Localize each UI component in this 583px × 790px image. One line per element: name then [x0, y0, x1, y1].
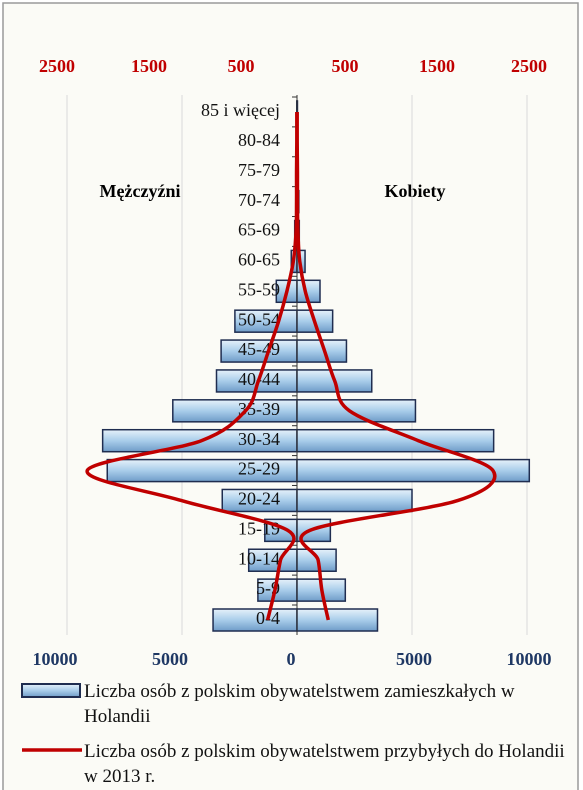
y-tick-label: 20-24 [238, 489, 280, 509]
y-tick-label: 65-69 [238, 220, 280, 240]
legend-label: Liczba osób z polskim obywatelstwem przy… [84, 741, 565, 787]
annotation: Mężczyźni [100, 181, 181, 201]
y-tick-label: 80-84 [238, 130, 280, 150]
bar [296, 488, 413, 513]
x2-tick-label: 500 [332, 56, 359, 76]
x2-tick-label: 2500 [511, 56, 547, 76]
x2-tick-label: 500 [228, 56, 255, 76]
y-tick-label: 10-14 [238, 548, 280, 568]
y-tick-label: 75-79 [238, 160, 280, 180]
y-tick-label: 25-29 [238, 459, 280, 479]
y-tick-label: 60-65 [238, 250, 280, 270]
x-tick-label: 5000 [152, 649, 188, 669]
y-tick-label: 70-74 [238, 190, 280, 210]
bar [296, 399, 417, 423]
x2-tick-label: 1500 [131, 56, 167, 76]
y-tick-label: 45-49 [238, 339, 280, 359]
y-tick-label: 50-54 [238, 309, 280, 329]
legend-label: Liczba osób z polskim obywatelstwem zami… [84, 681, 515, 727]
x2-tick-label: 1500 [419, 56, 455, 76]
x-tick-label: 0 [287, 649, 296, 669]
y-tick-label: 30-34 [238, 429, 280, 449]
line [295, 111, 497, 621]
x-tick-label: 5000 [396, 649, 432, 669]
x-tick-label: 10000 [33, 649, 78, 669]
y-tick-label: 35-39 [238, 399, 280, 419]
annotation: Kobiety [385, 181, 446, 201]
x2-tick-label: 2500 [39, 56, 75, 76]
y-tick-label: 55-59 [238, 279, 280, 299]
y-tick-label: 85 i więcej [201, 100, 280, 120]
bar [296, 608, 379, 632]
legend-swatch [21, 683, 81, 698]
x-tick-label: 10000 [507, 649, 552, 669]
